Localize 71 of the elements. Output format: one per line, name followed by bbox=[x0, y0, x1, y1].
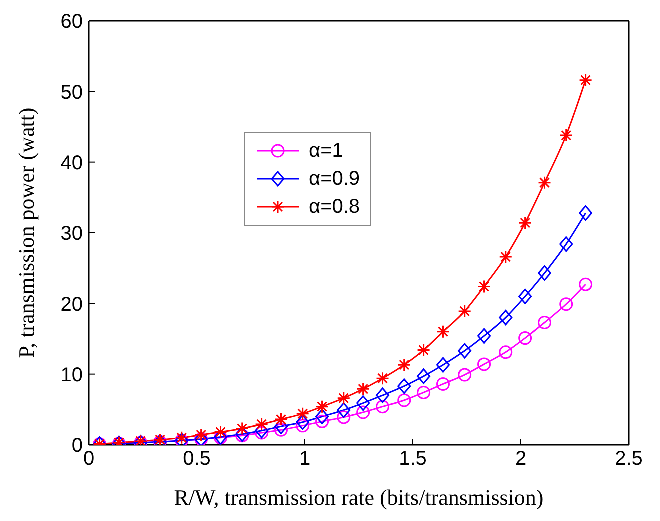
point bbox=[436, 357, 450, 373]
point bbox=[296, 414, 310, 430]
point bbox=[538, 266, 552, 282]
point bbox=[478, 328, 492, 344]
x-tick-label: 2 bbox=[515, 448, 527, 470]
y-tick-label: 30 bbox=[60, 223, 83, 246]
point bbox=[337, 402, 351, 418]
point bbox=[499, 346, 513, 360]
point bbox=[376, 388, 390, 404]
point bbox=[499, 250, 513, 264]
point bbox=[398, 378, 412, 394]
x-tick-label: 2.5 bbox=[615, 448, 643, 470]
point bbox=[255, 418, 269, 432]
point bbox=[236, 422, 250, 436]
point bbox=[579, 74, 593, 88]
point bbox=[274, 418, 288, 434]
legend-label: α=0.8 bbox=[309, 196, 360, 218]
x-tick-label: 0.5 bbox=[183, 448, 211, 470]
point bbox=[337, 392, 351, 406]
point bbox=[274, 423, 288, 437]
point bbox=[417, 368, 431, 384]
point bbox=[214, 426, 228, 440]
point bbox=[376, 400, 390, 414]
point bbox=[296, 407, 310, 421]
y-tick-label: 40 bbox=[60, 152, 83, 174]
point bbox=[236, 426, 250, 442]
point bbox=[499, 310, 513, 326]
point bbox=[316, 408, 330, 424]
point bbox=[255, 423, 269, 439]
point bbox=[538, 316, 552, 330]
point bbox=[560, 298, 574, 312]
legend-label: α=1 bbox=[309, 140, 344, 162]
legend-label: α=0.9 bbox=[309, 168, 360, 190]
point bbox=[579, 278, 593, 292]
point bbox=[316, 400, 330, 414]
point bbox=[538, 176, 552, 190]
point bbox=[337, 410, 351, 424]
y-tick-label: 10 bbox=[60, 364, 83, 386]
point bbox=[458, 368, 472, 382]
point bbox=[274, 412, 288, 426]
point bbox=[458, 304, 472, 318]
x-axis-title: R/W, transmission rate (bits/transmission) bbox=[174, 485, 544, 510]
point bbox=[255, 426, 269, 440]
point bbox=[376, 372, 390, 386]
point bbox=[194, 428, 208, 442]
point bbox=[316, 414, 330, 428]
y-axis-title: P, transmission power (watt) bbox=[14, 108, 39, 358]
point bbox=[398, 358, 412, 372]
x-tick-label: 1 bbox=[299, 448, 311, 470]
y-tick-label: 50 bbox=[60, 82, 83, 104]
point bbox=[417, 344, 431, 358]
point bbox=[398, 394, 412, 408]
point bbox=[518, 332, 532, 346]
point bbox=[458, 343, 472, 359]
point bbox=[356, 396, 370, 412]
point bbox=[436, 325, 450, 339]
point bbox=[560, 128, 574, 142]
point bbox=[436, 377, 450, 391]
y-tick-label: 60 bbox=[60, 11, 83, 34]
point bbox=[356, 406, 370, 420]
point bbox=[518, 216, 532, 230]
point bbox=[417, 386, 431, 400]
point bbox=[356, 382, 370, 396]
y-tick-label: 20 bbox=[60, 294, 83, 316]
point bbox=[478, 358, 492, 372]
point bbox=[518, 288, 532, 304]
point bbox=[296, 419, 310, 433]
point bbox=[478, 280, 492, 294]
point bbox=[560, 236, 574, 252]
point bbox=[579, 205, 593, 221]
x-tick-label: 1.5 bbox=[399, 448, 427, 470]
